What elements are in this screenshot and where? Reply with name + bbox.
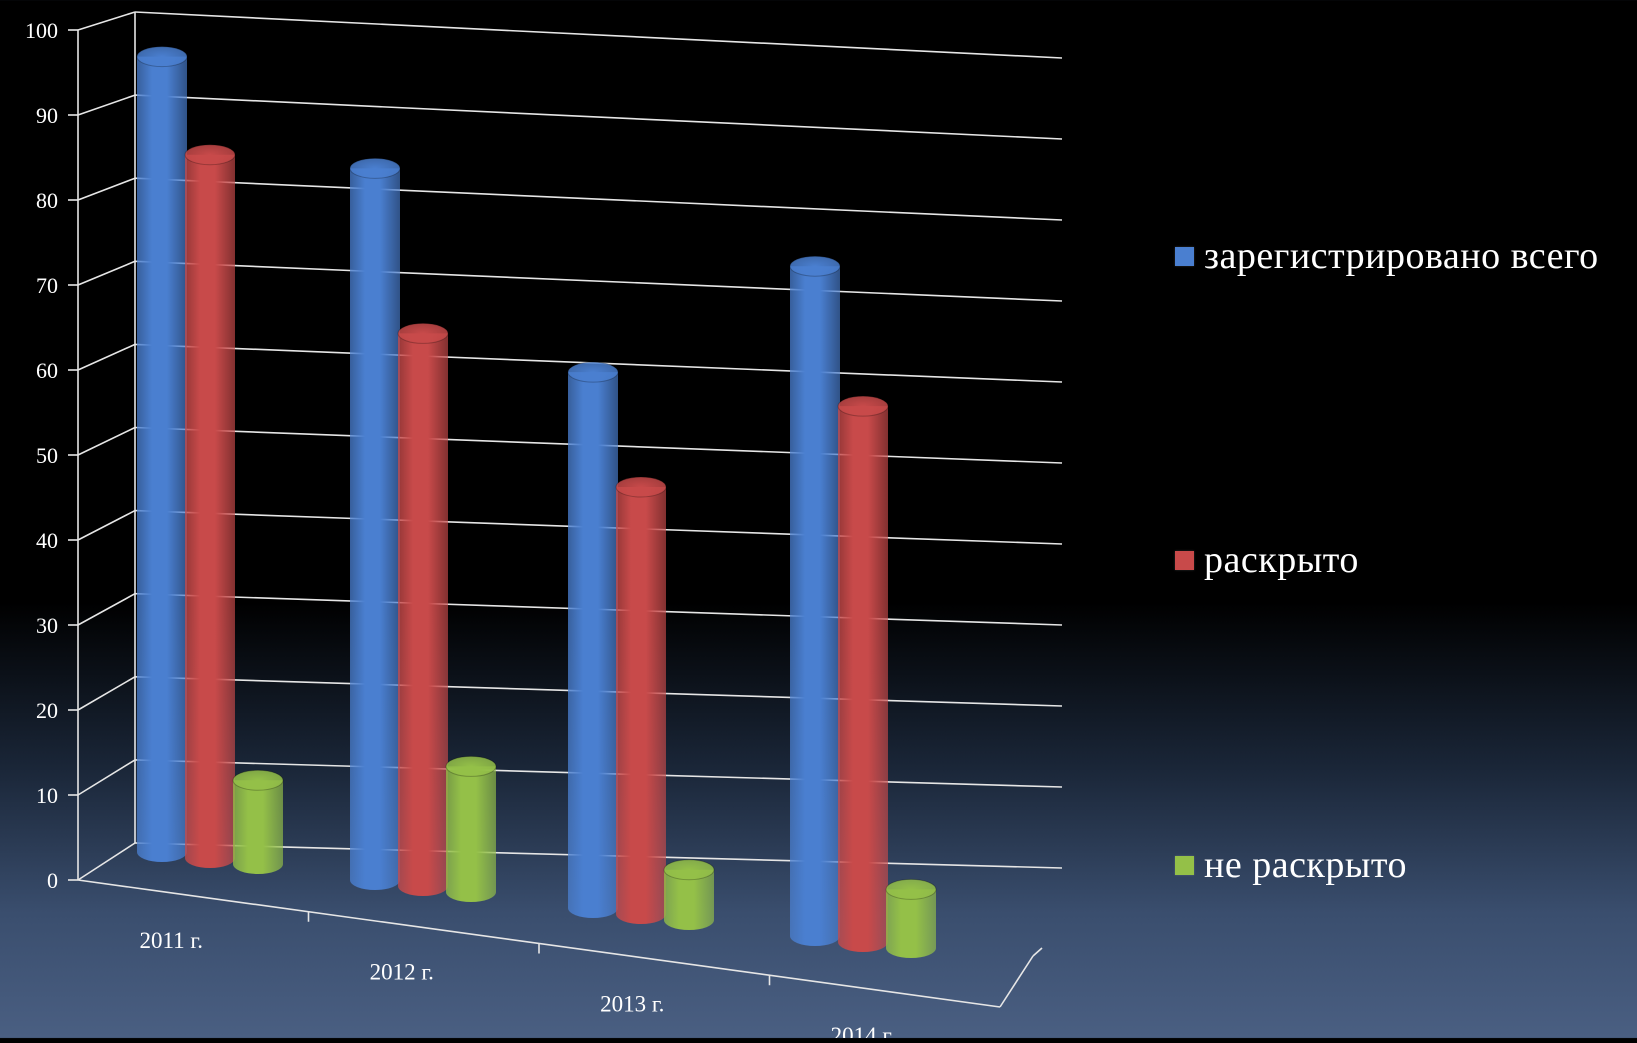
bar-cap bbox=[397, 322, 449, 344]
gridline-side bbox=[77, 426, 136, 456]
gridline-back bbox=[134, 11, 1063, 59]
floor-back-edge bbox=[1032, 947, 1043, 957]
bar-body bbox=[616, 487, 666, 924]
y-tick-label: 30 bbox=[36, 613, 58, 638]
bar-cap bbox=[184, 144, 236, 166]
bar bbox=[136, 46, 188, 863]
legend-swatch-registered bbox=[1175, 246, 1194, 266]
x-tick-label: 2013 г. bbox=[600, 991, 664, 1016]
bar bbox=[789, 255, 841, 946]
gridline-back bbox=[134, 260, 1063, 302]
bar-body bbox=[137, 56, 187, 863]
y-tick-label: 90 bbox=[36, 103, 58, 128]
bar-cap bbox=[349, 157, 401, 179]
y-tick-label: 40 bbox=[36, 528, 58, 553]
bar bbox=[349, 157, 401, 890]
legend-swatch-solved bbox=[1175, 550, 1194, 570]
bar-body bbox=[886, 889, 936, 958]
gridline-back bbox=[134, 94, 1063, 140]
bar bbox=[184, 144, 236, 868]
bar bbox=[615, 476, 667, 924]
gridline-side bbox=[77, 759, 136, 796]
legend-item-registered: зарегистрировано всего bbox=[1175, 235, 1599, 277]
legend: зарегистрировано всего раскрыто не раскр… bbox=[1175, 0, 1635, 1038]
bar-cap bbox=[885, 878, 937, 900]
gridline-side bbox=[77, 509, 136, 541]
bar-cap bbox=[232, 769, 284, 791]
y-tick-label: 100 bbox=[25, 18, 58, 43]
legend-item-unsolved: не раскрыто bbox=[1175, 844, 1408, 886]
y-tick-label: 10 bbox=[36, 783, 58, 808]
gridline-side bbox=[77, 94, 136, 116]
bar-cap bbox=[837, 395, 889, 417]
gridline-side bbox=[77, 676, 136, 711]
legend-label-solved: раскрыто bbox=[1204, 539, 1359, 581]
bar-cap bbox=[136, 46, 188, 68]
floor-right-edge bbox=[999, 955, 1034, 1008]
legend-label-registered: зарегистрировано всего bbox=[1204, 235, 1599, 277]
bar-cap bbox=[567, 361, 619, 383]
y-tick-label: 0 bbox=[47, 868, 58, 893]
gridline-back bbox=[134, 177, 1063, 221]
labels: 0 10 20 30 40 50 60 70 80 90 100 2011 г. 2012 г. 2013… bbox=[25, 18, 895, 1043]
gridline-side bbox=[77, 842, 136, 881]
y-tick-label: 60 bbox=[36, 358, 58, 383]
bar-body bbox=[398, 333, 448, 896]
bar-body bbox=[664, 869, 714, 930]
x-tick-label: 2011 г. bbox=[140, 928, 204, 953]
bar bbox=[663, 859, 715, 930]
bar bbox=[445, 755, 497, 902]
bar-cap bbox=[789, 255, 841, 277]
bar-cap bbox=[445, 755, 497, 777]
legend-swatch-unsolved bbox=[1175, 855, 1194, 875]
bar-cap bbox=[663, 859, 715, 881]
bar bbox=[885, 878, 937, 958]
legend-label-unsolved: не раскрыто bbox=[1204, 844, 1408, 886]
bar-body bbox=[185, 154, 235, 868]
gridline-side bbox=[77, 177, 136, 201]
x-tick-label: 2014 г. bbox=[831, 1023, 895, 1038]
bar-body bbox=[233, 780, 283, 874]
gridline-side bbox=[77, 343, 136, 371]
bar bbox=[397, 322, 449, 896]
bar bbox=[837, 395, 889, 952]
bar bbox=[232, 769, 284, 874]
y-tick-label: 70 bbox=[36, 273, 58, 298]
bar-body bbox=[568, 372, 618, 918]
bar-cap bbox=[615, 476, 667, 498]
bar-body bbox=[350, 168, 400, 890]
x-tick-label: 2012 г. bbox=[370, 960, 434, 985]
bar-body bbox=[790, 266, 840, 946]
legend-item-solved: раскрыто bbox=[1175, 539, 1359, 581]
y-tick-label: 80 bbox=[36, 188, 58, 213]
y-tick-label: 20 bbox=[36, 698, 58, 723]
bar bbox=[567, 361, 619, 918]
bar-body bbox=[446, 766, 496, 902]
gridline-side bbox=[77, 592, 136, 626]
bar-body bbox=[838, 406, 888, 952]
y-tick-label: 50 bbox=[36, 443, 58, 468]
gridline-side bbox=[77, 260, 136, 286]
axes bbox=[68, 12, 1043, 1008]
bars bbox=[136, 46, 937, 958]
gridline-side bbox=[77, 11, 136, 31]
